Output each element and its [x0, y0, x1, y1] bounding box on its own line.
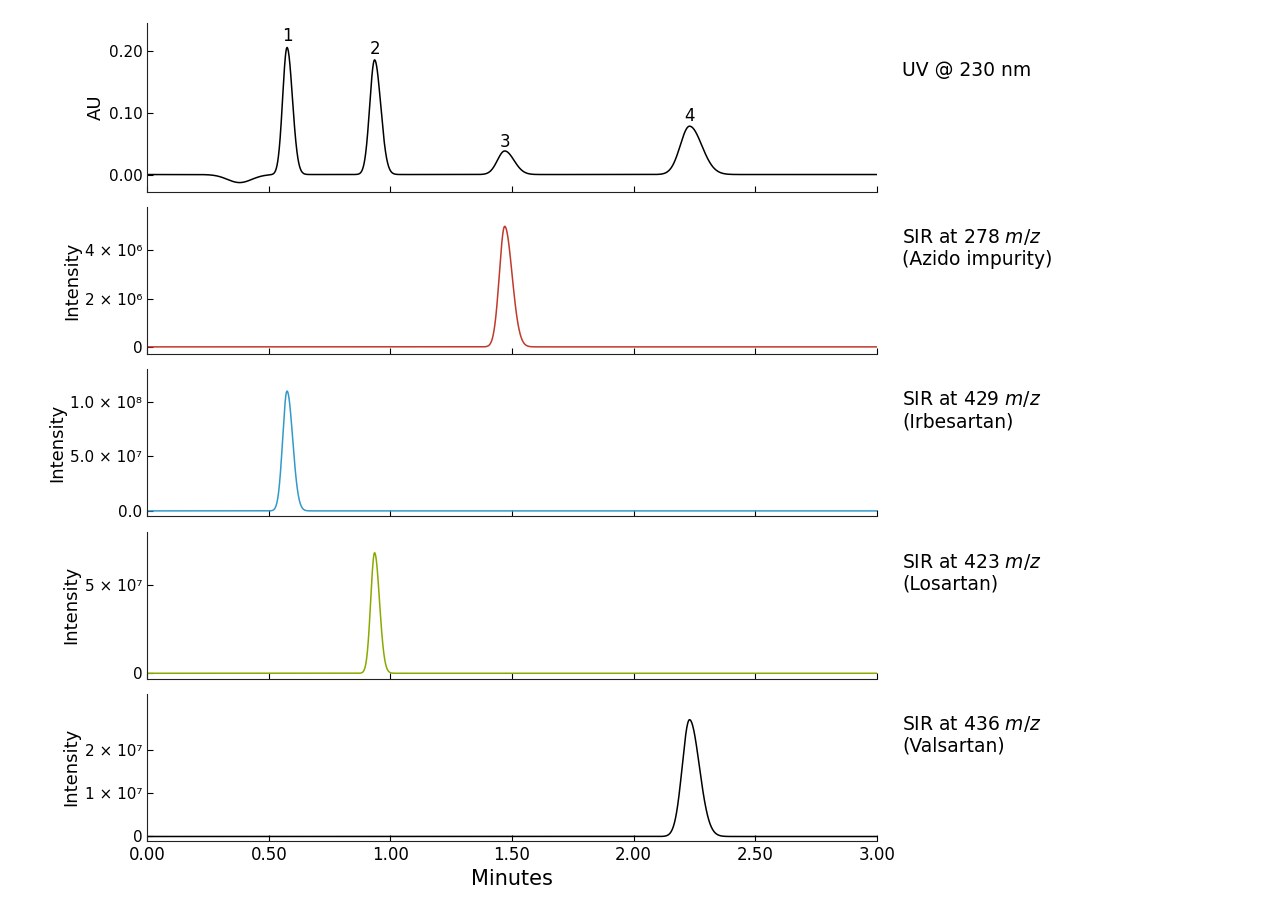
Text: SIR at 278 $\it{m/z}$
(Azido impurity): SIR at 278 $\it{m/z}$ (Azido impurity) — [902, 227, 1052, 269]
Y-axis label: Intensity: Intensity — [63, 242, 81, 320]
Text: 2: 2 — [369, 40, 380, 57]
Text: SIR at 423 $\it{m/z}$
(Losartan): SIR at 423 $\it{m/z}$ (Losartan) — [902, 552, 1042, 594]
Text: 4: 4 — [685, 107, 695, 125]
Text: 3: 3 — [499, 133, 509, 151]
Text: SIR at 436 $\it{m/z}$
(Valsartan): SIR at 436 $\it{m/z}$ (Valsartan) — [902, 714, 1042, 756]
Text: UV @ 230 nm: UV @ 230 nm — [902, 61, 1032, 80]
Y-axis label: Intensity: Intensity — [49, 404, 67, 482]
Text: 1: 1 — [282, 27, 292, 45]
Y-axis label: AU: AU — [87, 95, 105, 120]
Y-axis label: Intensity: Intensity — [63, 566, 81, 644]
Text: SIR at 429 $\it{m/z}$
(Irbesartan): SIR at 429 $\it{m/z}$ (Irbesartan) — [902, 389, 1042, 432]
Y-axis label: Intensity: Intensity — [63, 728, 81, 806]
X-axis label: Minutes: Minutes — [471, 869, 553, 889]
